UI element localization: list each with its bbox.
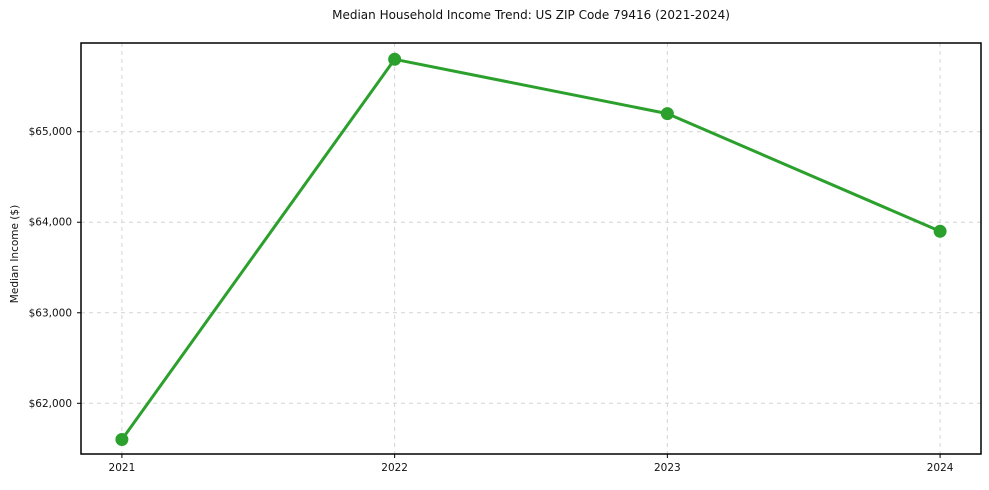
income-trend-line [120,57,942,442]
x-tick-label: 2021 [109,462,136,474]
data-point-marker [933,224,947,238]
y-tick-label: $65,000 [29,126,72,138]
x-tick-label: 2022 [381,462,408,474]
y-tick-label: $62,000 [29,398,72,410]
y-tick-label: $64,000 [29,217,72,229]
y-tick-label: $63,000 [29,307,72,319]
axes-border [80,42,982,455]
chart-title: Median Household Income Trend: US ZIP Co… [332,8,730,22]
data-point-marker [388,52,402,66]
x-tick-label: 2024 [927,462,954,474]
data-point-marker [115,433,129,447]
data-point-marker [660,107,674,121]
x-tick-label: 2023 [654,462,681,474]
